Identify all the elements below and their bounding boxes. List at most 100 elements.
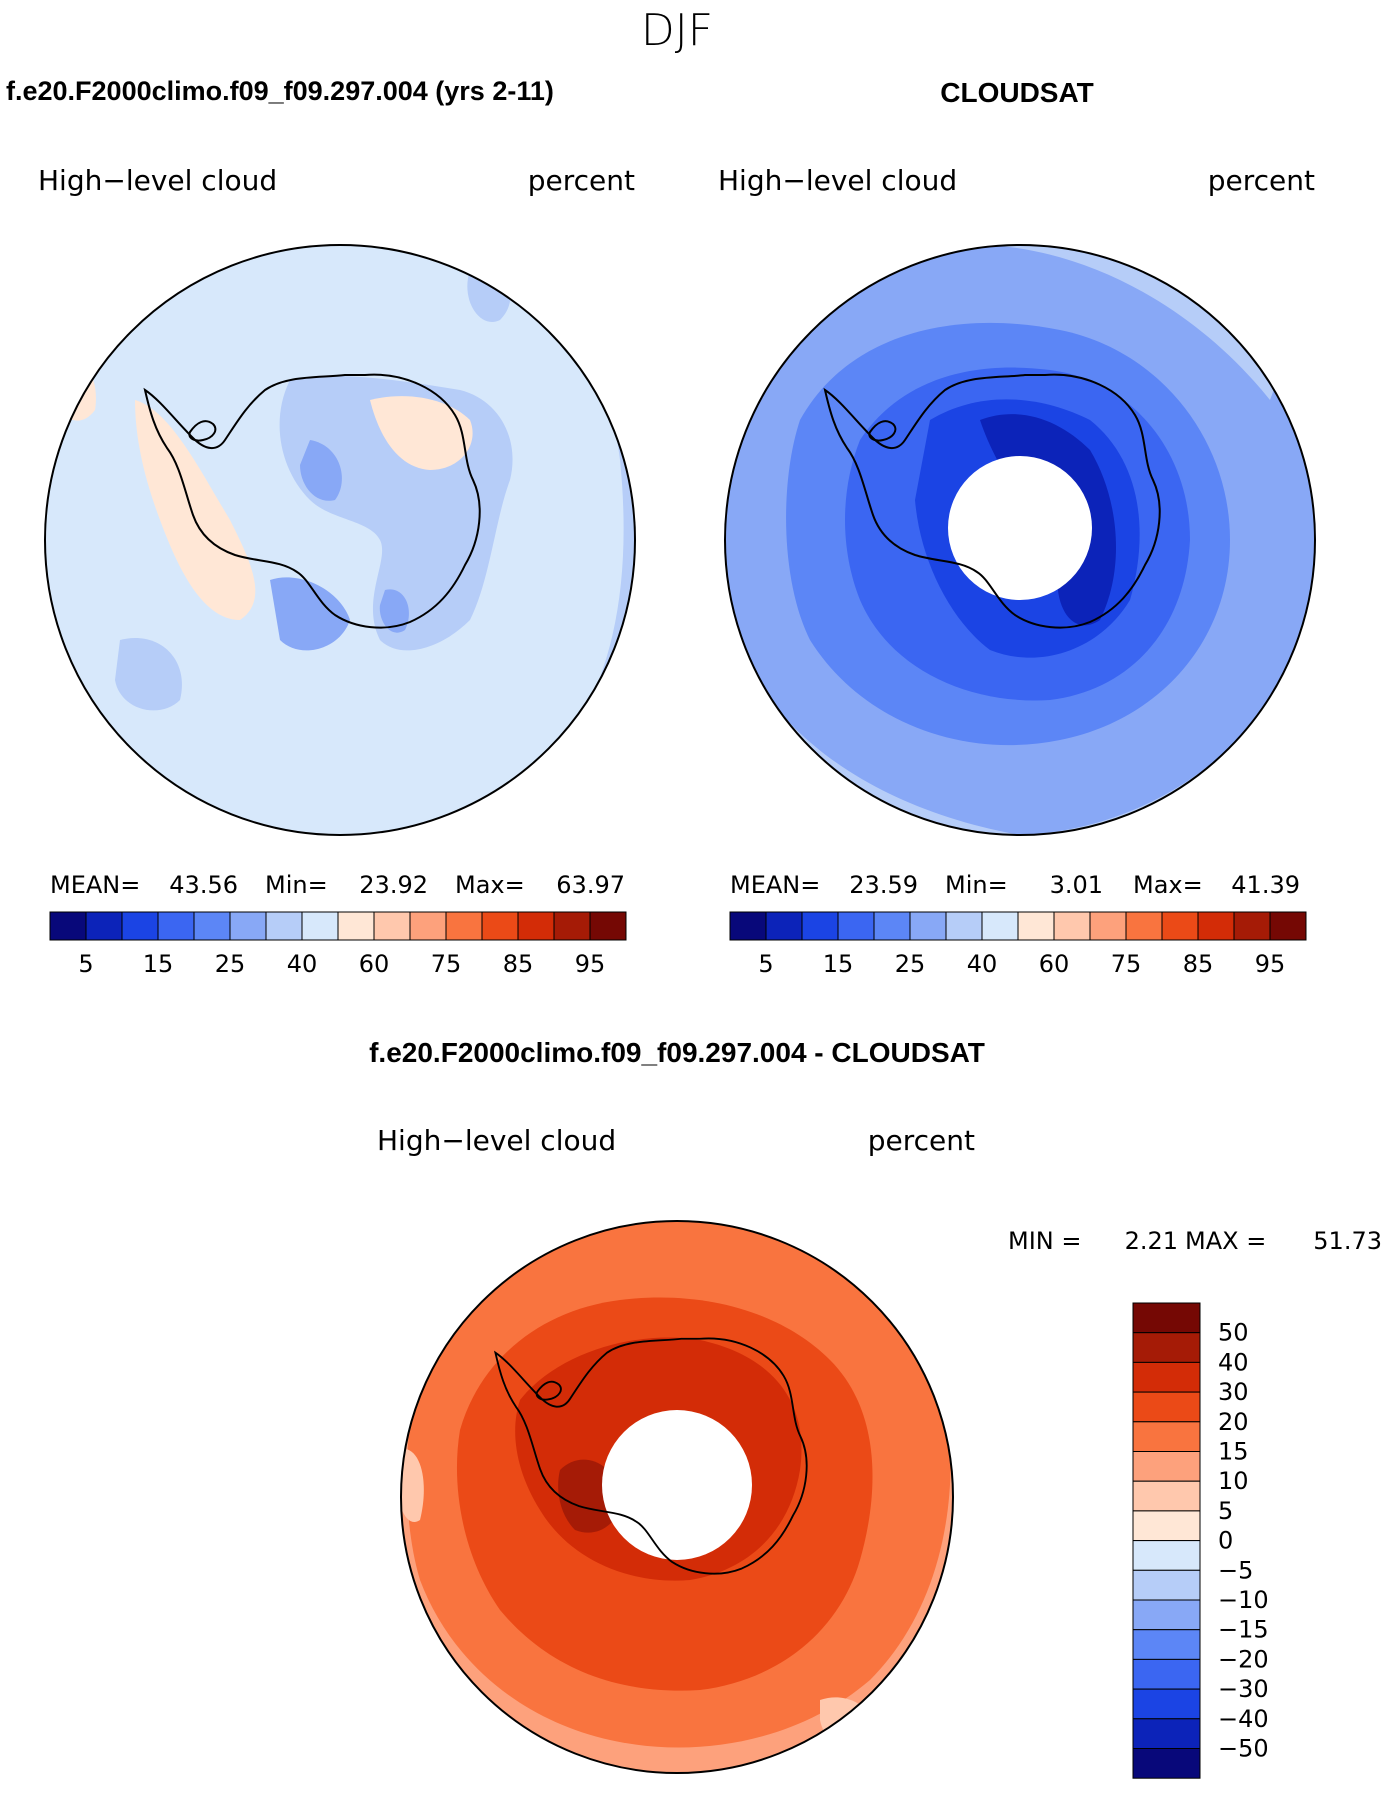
diff-colorbar-tick-label: 50	[1218, 1319, 1249, 1347]
diff-colorbar-tick-label: −40	[1218, 1705, 1269, 1733]
diff-map	[400, 1220, 954, 1774]
obs-colorbar-tick-label: 85	[1183, 950, 1214, 978]
diff-colorbar-tick-label: 15	[1218, 1438, 1249, 1466]
obs-colorbar-swatch	[1197, 911, 1235, 941]
diff-colorbar-swatch	[1132, 1480, 1201, 1512]
diff-colorbar-swatch	[1132, 1302, 1201, 1334]
model-colorbar-swatch	[193, 911, 231, 941]
obs-colorbar-swatch	[873, 911, 911, 941]
diff-colorbar-swatch	[1132, 1421, 1201, 1453]
diff-colorbar-tick-label: 20	[1218, 1408, 1249, 1436]
model-colorbar-swatch	[373, 911, 411, 941]
diff-colorbar-swatch	[1132, 1451, 1201, 1482]
obs-colorbar-swatch	[837, 911, 875, 941]
obs-colorbar-swatch	[1089, 911, 1127, 941]
diff-colorbar-swatch	[1132, 1510, 1201, 1542]
diff-title: f.e20.F2000climo.f09_f09.297.004 - CLOUD…	[369, 1037, 985, 1068]
diff-colorbar-tick-label: 5	[1218, 1497, 1233, 1525]
diff-colorbar-swatch	[1132, 1688, 1201, 1720]
model-colorbar-tick-label: 25	[215, 950, 246, 978]
model-colorbar-swatch	[121, 911, 159, 941]
diff-colorbar-swatch	[1132, 1599, 1201, 1631]
model-colorbar-tick-label: 85	[503, 950, 534, 978]
diff-colorbar-tick-label: 10	[1218, 1467, 1249, 1495]
obs-colorbar-swatch	[1161, 911, 1199, 941]
obs-mean-value: 23.59	[849, 871, 918, 899]
diff-colorbar-tick-label: −5	[1218, 1556, 1253, 1584]
diff-colorbar-swatch	[1132, 1629, 1201, 1660]
model-mean-label: MEAN=	[50, 871, 140, 899]
model-colorbar-swatch	[301, 911, 339, 941]
model-colorbar-swatch	[229, 911, 267, 941]
obs-colorbar-swatch	[1053, 911, 1091, 941]
model-colorbar-swatch	[589, 911, 627, 941]
obs-colorbar-tick-label: 75	[1111, 950, 1142, 978]
season-title: DJF	[641, 5, 713, 56]
model-colorbar-tick-label: 60	[359, 950, 390, 978]
obs-colorbar-swatch	[765, 911, 803, 941]
obs-map	[724, 244, 1316, 836]
obs-min-label: Min=	[945, 871, 1008, 899]
model-colorbar-tick-label: 95	[575, 950, 606, 978]
obs-colorbar-tick-label: 15	[823, 950, 854, 978]
obs-colorbar-tick-label: 60	[1039, 950, 1070, 978]
model-colorbar-swatch	[481, 911, 519, 941]
diff-colorbar-tick-label: 0	[1218, 1527, 1233, 1555]
diff-colorbar-swatch	[1132, 1748, 1201, 1779]
diff-colorbar-swatch	[1132, 1332, 1201, 1363]
obs-mean-label: MEAN=	[730, 871, 820, 899]
model-colorbar-tick-label: 75	[431, 950, 462, 978]
obs-colorbar-tick-label: 5	[758, 950, 773, 978]
diff-colorbar-swatch	[1132, 1658, 1201, 1690]
model-colorbar: 5 15 25 40 60 75 85 95	[49, 911, 627, 978]
model-min-value: 23.92	[359, 871, 428, 899]
obs-max-value: 41.39	[1231, 871, 1300, 899]
diff-variable-label: High−level cloud	[377, 1124, 616, 1157]
model-colorbar-swatch	[517, 911, 555, 941]
model-colorbar-swatch	[409, 911, 447, 941]
diff-colorbar-swatch	[1132, 1718, 1201, 1750]
diff-colorbar-swatch	[1132, 1391, 1201, 1423]
model-colorbar-swatch	[445, 911, 483, 941]
diff-colorbar-swatch	[1132, 1569, 1201, 1601]
diff-stats: MIN = 2.21 MAX = 51.73	[1008, 1227, 1382, 1255]
obs-min-value: 3.01	[1050, 871, 1103, 899]
obs-colorbar-swatch	[981, 911, 1019, 941]
obs-variable-label: High−level cloud	[718, 164, 957, 197]
obs-stats: MEAN= 23.59 Min= 3.01 Max= 41.39	[730, 871, 1300, 899]
model-stats: MEAN= 43.56 Min= 23.92 Max= 63.97	[50, 871, 625, 899]
model-colorbar-swatch	[85, 911, 123, 941]
obs-colorbar: 5 15 25 40 60 75 85 95	[729, 911, 1307, 978]
diff-colorbar-tick-label: −20	[1218, 1645, 1269, 1673]
diff-colorbar-tick-label: −50	[1218, 1735, 1269, 1763]
model-min-label: Min=	[265, 871, 328, 899]
model-units-label: percent	[528, 164, 635, 197]
diff-min-label: MIN =	[1008, 1227, 1081, 1255]
model-colorbar-swatch	[337, 911, 375, 941]
model-colorbar-swatch	[553, 911, 591, 941]
obs-colorbar-swatch	[909, 911, 947, 941]
model-title: f.e20.F2000climo.f09_f09.297.004 (yrs 2-…	[6, 76, 554, 106]
obs-units-label: percent	[1208, 164, 1315, 197]
obs-colorbar-swatch	[729, 911, 767, 941]
diff-colorbar-tick-label: −15	[1218, 1616, 1269, 1644]
obs-colorbar-swatch	[1269, 911, 1307, 941]
diff-units-label: percent	[868, 1124, 975, 1157]
model-variable-label: High−level cloud	[38, 164, 277, 197]
model-colorbar-tick-label: 40	[287, 950, 318, 978]
model-colorbar-swatch	[49, 911, 87, 941]
model-colorbar-swatch	[265, 911, 303, 941]
obs-colorbar-tick-label: 40	[967, 950, 998, 978]
obs-colorbar-swatch	[1017, 911, 1055, 941]
diff-colorbar-swatch	[1132, 1540, 1201, 1571]
diff-max-value: 51.73	[1313, 1227, 1382, 1255]
obs-title: CLOUDSAT	[940, 77, 1093, 108]
model-colorbar-tick-label: 5	[78, 950, 93, 978]
diff-colorbar-tick-label: −30	[1218, 1675, 1269, 1703]
obs-max-label: Max=	[1133, 871, 1203, 899]
obs-colorbar-swatch	[1125, 911, 1163, 941]
diff-colorbar-tick-label: 40	[1218, 1348, 1249, 1376]
diff-colorbar-tick-label: 30	[1218, 1378, 1249, 1406]
